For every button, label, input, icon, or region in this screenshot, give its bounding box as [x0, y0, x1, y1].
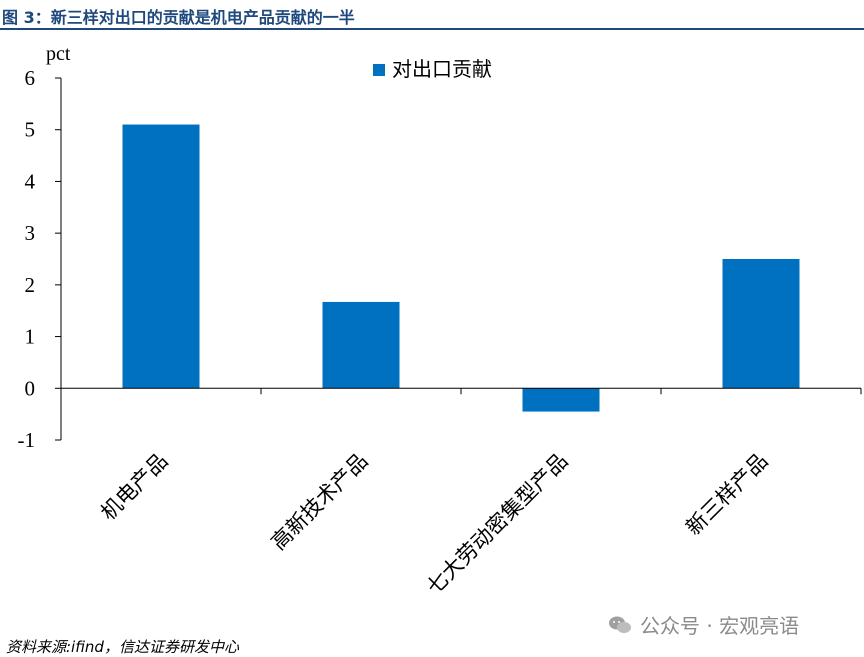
y-tick-label: 5 [25, 118, 36, 142]
figure-title: 图 3：新三样对出口的贡献是机电产品贡献的一半 [2, 8, 355, 27]
y-tick-label: 2 [25, 273, 36, 297]
y-tick-label: 0 [25, 376, 36, 400]
x-category-label: 七大劳动密集型产品 [422, 449, 573, 600]
title-rule [0, 28, 864, 30]
legend: 对出口贡献 [373, 57, 492, 81]
legend-label: 对出口贡献 [392, 57, 492, 81]
x-axis-labels: 机电产品 高新技术产品 七大劳动密集型产品 新三样产品 [96, 449, 772, 600]
y-tick-label: 3 [25, 221, 36, 245]
legend-swatch [373, 64, 385, 76]
x-category-label: 新三样产品 [681, 449, 772, 540]
y-tick-label: 6 [25, 66, 36, 90]
bar [722, 259, 800, 389]
y-axis-ticks: -1 0 1 2 3 4 5 6 [18, 66, 61, 452]
wechat-icon [609, 616, 631, 633]
x-category-label: 高新技术产品 [266, 449, 372, 555]
bar [122, 124, 200, 389]
bar [322, 301, 400, 389]
bar [522, 388, 600, 412]
source-note: 资料来源:ifind，信达证券研发中心 [6, 638, 239, 656]
watermark-text: 公众号 · 宏观亮语 [640, 614, 800, 638]
bars [122, 124, 800, 412]
y-tick-label: -1 [18, 428, 36, 452]
y-axis-unit-label: pct [46, 43, 71, 65]
watermark: 公众号 · 宏观亮语 [608, 610, 799, 639]
axes [60, 78, 862, 440]
x-category-label: 机电产品 [96, 449, 172, 525]
y-tick-label: 1 [25, 325, 36, 349]
y-tick-label: 4 [25, 169, 36, 193]
